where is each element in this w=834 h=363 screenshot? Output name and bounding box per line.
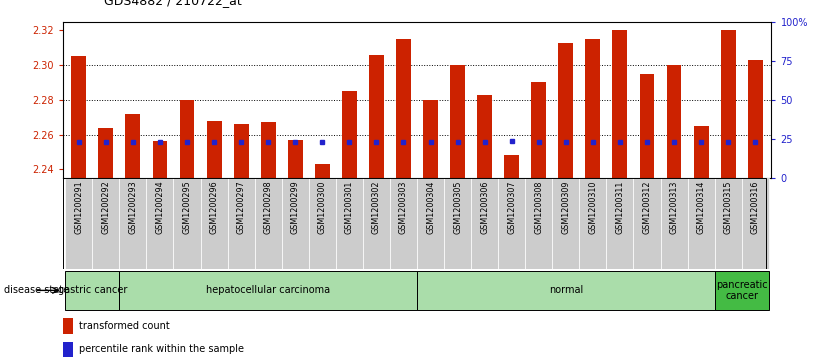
Text: GSM1200305: GSM1200305 bbox=[453, 180, 462, 234]
Text: GSM1200306: GSM1200306 bbox=[480, 180, 490, 234]
Bar bbox=[207, 121, 222, 178]
Text: GSM1200299: GSM1200299 bbox=[291, 180, 299, 234]
Bar bbox=[336, 178, 363, 269]
Text: GDS4882 / 210722_at: GDS4882 / 210722_at bbox=[104, 0, 242, 7]
Bar bbox=[63, 342, 73, 357]
Bar bbox=[444, 178, 471, 269]
Text: gastric cancer: gastric cancer bbox=[58, 285, 127, 295]
Bar bbox=[125, 114, 140, 178]
Bar bbox=[715, 271, 769, 310]
Bar bbox=[661, 178, 687, 269]
Text: pancreatic
cancer: pancreatic cancer bbox=[716, 280, 767, 301]
Bar bbox=[640, 74, 655, 178]
Bar bbox=[369, 55, 384, 178]
Text: GSM1200310: GSM1200310 bbox=[588, 180, 597, 234]
Bar bbox=[119, 178, 147, 269]
Bar bbox=[234, 124, 249, 178]
Bar bbox=[288, 140, 303, 178]
Bar bbox=[634, 178, 661, 269]
Bar bbox=[200, 178, 228, 269]
Bar bbox=[153, 142, 168, 178]
Bar bbox=[98, 127, 113, 178]
Bar bbox=[450, 65, 465, 178]
Bar bbox=[552, 178, 580, 269]
Text: disease state: disease state bbox=[4, 285, 69, 295]
Bar bbox=[65, 178, 93, 269]
Bar bbox=[309, 178, 336, 269]
Bar bbox=[531, 82, 546, 178]
Bar bbox=[342, 91, 357, 178]
Bar bbox=[72, 57, 86, 178]
Bar bbox=[261, 122, 275, 178]
Text: GSM1200296: GSM1200296 bbox=[209, 180, 219, 234]
Text: GSM1200292: GSM1200292 bbox=[102, 180, 110, 234]
Text: GSM1200312: GSM1200312 bbox=[642, 180, 651, 234]
Bar bbox=[580, 178, 606, 269]
Bar bbox=[282, 178, 309, 269]
Bar bbox=[396, 39, 411, 178]
Bar bbox=[254, 178, 282, 269]
Text: GSM1200297: GSM1200297 bbox=[237, 180, 246, 234]
Bar bbox=[477, 95, 492, 178]
Bar bbox=[65, 271, 119, 310]
Text: GSM1200316: GSM1200316 bbox=[751, 180, 760, 234]
Text: GSM1200301: GSM1200301 bbox=[344, 180, 354, 234]
Text: GSM1200313: GSM1200313 bbox=[670, 180, 679, 234]
Bar bbox=[606, 178, 634, 269]
Bar bbox=[315, 164, 329, 178]
Text: GSM1200303: GSM1200303 bbox=[399, 180, 408, 234]
Bar bbox=[63, 318, 73, 334]
Text: GSM1200311: GSM1200311 bbox=[615, 180, 625, 234]
Text: GSM1200314: GSM1200314 bbox=[696, 180, 706, 234]
Bar bbox=[471, 178, 498, 269]
Bar bbox=[559, 42, 573, 178]
Text: normal: normal bbox=[549, 285, 583, 295]
Bar bbox=[390, 178, 417, 269]
Text: GSM1200298: GSM1200298 bbox=[264, 180, 273, 234]
Bar bbox=[93, 178, 119, 269]
Bar bbox=[363, 178, 390, 269]
Text: GSM1200291: GSM1200291 bbox=[74, 180, 83, 234]
Bar bbox=[741, 178, 769, 269]
Bar bbox=[748, 60, 762, 178]
Bar bbox=[612, 30, 627, 178]
Bar bbox=[585, 39, 600, 178]
Bar bbox=[498, 178, 525, 269]
Text: GSM1200295: GSM1200295 bbox=[183, 180, 192, 234]
Bar bbox=[721, 30, 736, 178]
Bar bbox=[417, 271, 715, 310]
Text: transformed count: transformed count bbox=[78, 321, 169, 331]
Text: percentile rank within the sample: percentile rank within the sample bbox=[78, 344, 244, 354]
Bar bbox=[423, 100, 438, 178]
Bar bbox=[228, 178, 254, 269]
Bar bbox=[173, 178, 200, 269]
Text: GSM1200308: GSM1200308 bbox=[535, 180, 543, 234]
Text: hepatocellular carcinoma: hepatocellular carcinoma bbox=[206, 285, 330, 295]
Bar bbox=[147, 178, 173, 269]
Bar bbox=[687, 178, 715, 269]
Bar bbox=[179, 100, 194, 178]
Text: GSM1200294: GSM1200294 bbox=[155, 180, 164, 234]
Text: GSM1200315: GSM1200315 bbox=[724, 180, 732, 234]
Bar bbox=[505, 155, 519, 178]
Text: GSM1200304: GSM1200304 bbox=[426, 180, 435, 234]
Bar bbox=[715, 178, 741, 269]
Bar bbox=[417, 178, 444, 269]
Text: GSM1200307: GSM1200307 bbox=[507, 180, 516, 234]
Bar bbox=[525, 178, 552, 269]
Text: GSM1200293: GSM1200293 bbox=[128, 180, 138, 234]
Text: GSM1200300: GSM1200300 bbox=[318, 180, 327, 234]
Bar bbox=[119, 271, 417, 310]
Text: GSM1200302: GSM1200302 bbox=[372, 180, 381, 234]
Text: GSM1200309: GSM1200309 bbox=[561, 180, 570, 234]
Bar bbox=[666, 65, 681, 178]
Bar bbox=[694, 126, 709, 178]
